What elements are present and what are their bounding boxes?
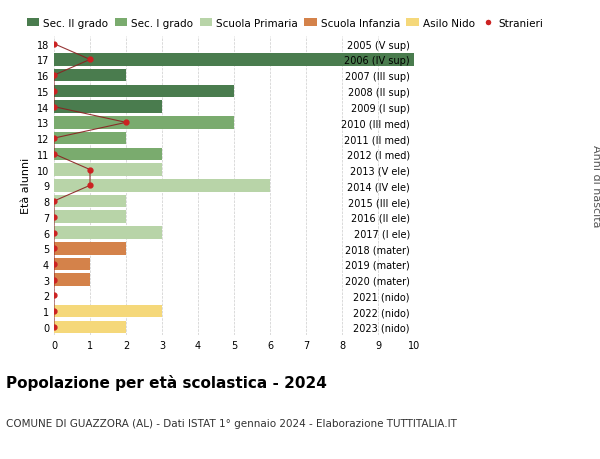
Bar — [54, 133, 126, 145]
Bar — [54, 54, 414, 67]
Bar — [54, 227, 162, 239]
Bar — [54, 70, 126, 82]
Bar — [54, 101, 162, 114]
Text: Anni di nascita: Anni di nascita — [591, 145, 600, 227]
Bar — [54, 148, 162, 161]
Legend: Sec. II grado, Sec. I grado, Scuola Primaria, Scuola Infanzia, Asilo Nido, Stran: Sec. II grado, Sec. I grado, Scuola Prim… — [27, 18, 543, 28]
Text: Popolazione per età scolastica - 2024: Popolazione per età scolastica - 2024 — [6, 374, 327, 390]
Bar — [54, 117, 234, 129]
Bar — [54, 211, 126, 224]
Y-axis label: Età alunni: Età alunni — [21, 158, 31, 214]
Bar — [54, 179, 270, 192]
Text: COMUNE DI GUAZZORA (AL) - Dati ISTAT 1° gennaio 2024 - Elaborazione TUTTITALIA.I: COMUNE DI GUAZZORA (AL) - Dati ISTAT 1° … — [6, 418, 457, 428]
Bar — [54, 321, 126, 334]
Bar — [54, 258, 90, 271]
Bar — [54, 274, 90, 286]
Bar — [54, 85, 234, 98]
Bar — [54, 305, 162, 318]
Bar — [54, 242, 126, 255]
Bar — [54, 196, 126, 208]
Bar — [54, 164, 162, 176]
